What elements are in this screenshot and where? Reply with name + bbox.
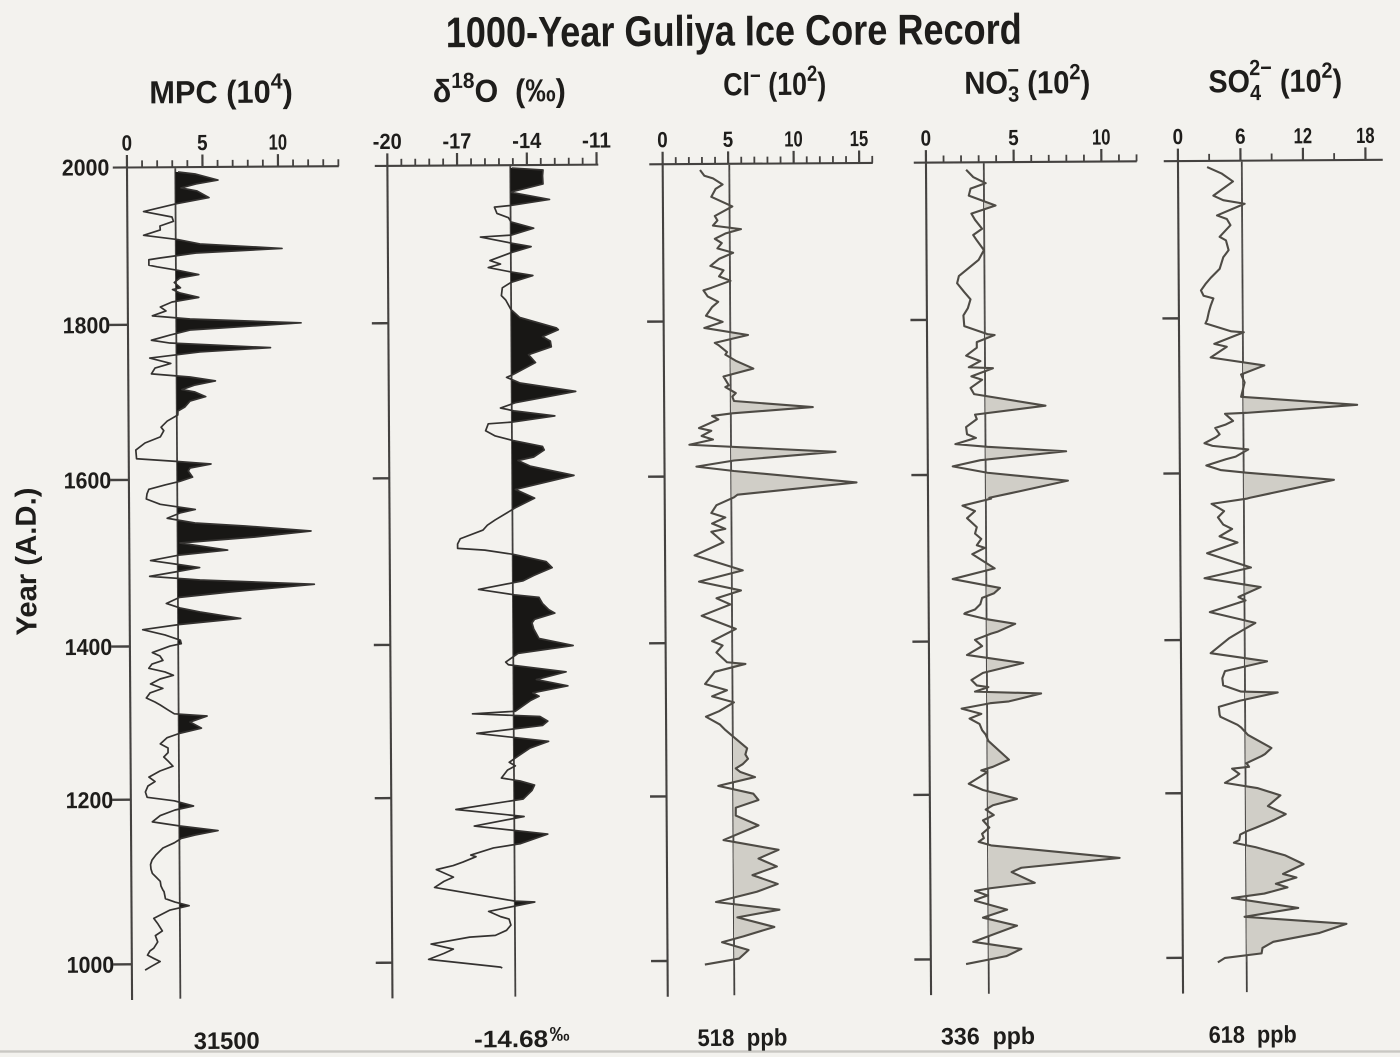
svg-text:2000: 2000 [62, 154, 110, 180]
svg-text:336 ppb: 336 ppb [941, 1023, 1035, 1051]
svg-text:‰: ‰ [550, 1024, 570, 1046]
svg-text:5: 5 [197, 130, 208, 155]
svg-text:10: 10 [784, 126, 803, 151]
svg-text:-20: -20 [373, 129, 402, 154]
svg-text:1400: 1400 [65, 634, 113, 660]
svg-text:12: 12 [1293, 123, 1312, 148]
svg-text:NO3− (102): NO3− (102) [964, 57, 1090, 107]
svg-text:0: 0 [122, 130, 133, 155]
svg-text:1000: 1000 [67, 952, 115, 978]
svg-text:-14: -14 [512, 128, 542, 153]
svg-text:-17: -17 [442, 128, 471, 153]
svg-text:0: 0 [920, 126, 931, 151]
svg-text:1200: 1200 [66, 787, 114, 813]
svg-text:0: 0 [1172, 124, 1183, 149]
svg-text:31500: 31500 [194, 1028, 260, 1055]
svg-text:18: 18 [1356, 123, 1375, 148]
svg-text:-14.68: -14.68 [474, 1026, 548, 1053]
svg-text:15: 15 [850, 126, 869, 151]
svg-text:Year (A.D.): Year (A.D.) [11, 488, 44, 636]
svg-text:1000-Year Guliya Ice Core Reco: 1000-Year Guliya Ice Core Record [446, 6, 1022, 58]
svg-text:SO42− (102): SO42− (102) [1208, 55, 1342, 106]
svg-text:1800: 1800 [63, 312, 111, 338]
svg-text:MPC (104): MPC (104) [149, 68, 293, 110]
svg-text:0: 0 [657, 127, 668, 152]
svg-text:10: 10 [1092, 124, 1111, 149]
svg-text:6: 6 [1235, 124, 1246, 149]
svg-text:5: 5 [1008, 125, 1019, 150]
svg-text:518 ppb: 518 ppb [697, 1024, 787, 1052]
svg-text:618 ppb: 618 ppb [1209, 1021, 1297, 1049]
svg-text:δ18O (‰): δ18O (‰) [433, 67, 566, 109]
svg-text:1600: 1600 [64, 467, 112, 493]
svg-text:-11: -11 [582, 128, 611, 153]
svg-text:5: 5 [723, 127, 734, 152]
svg-text:10: 10 [269, 130, 288, 155]
